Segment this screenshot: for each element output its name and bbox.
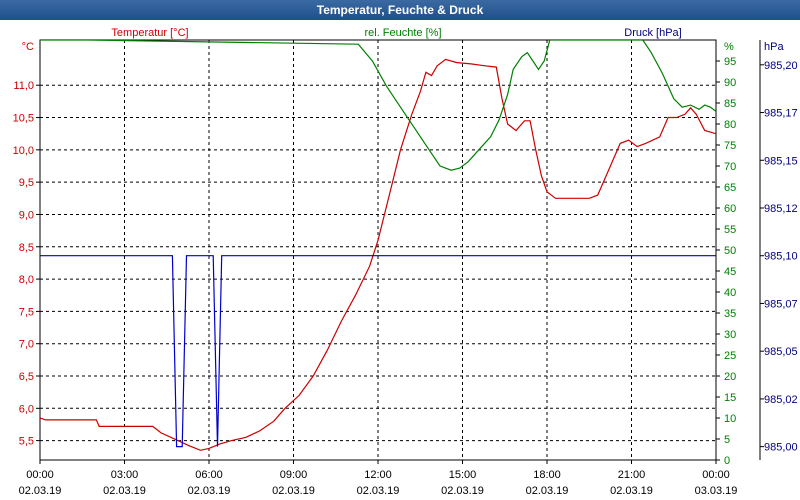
y-tick-label-temperature: 5,5 (19, 436, 34, 448)
y-tick-label-humidity: 70 (724, 161, 736, 173)
x-tick-label: 21:00 (618, 469, 646, 481)
y-tick-label-temperature: 11,0 (13, 80, 34, 92)
y-tick-label-humidity: 95 (724, 56, 736, 68)
x-tick-label: 15:00 (449, 469, 477, 481)
y-tick-label-temperature: 10,0 (13, 145, 34, 157)
y-tick-label-humidity: 25 (724, 350, 736, 362)
y-tick-label-humidity: 65 (724, 182, 736, 194)
axis-title-temperature: Temperatur [°C] (111, 27, 188, 39)
y-tick-label-pressure: 985,17 (764, 108, 798, 120)
y-tick-label-humidity: 50 (724, 245, 736, 257)
y-tick-label-humidity: 85 (724, 98, 736, 110)
y-tick-label-pressure: 985,20 (764, 60, 798, 72)
x-tick-date: 02.03.19 (441, 485, 484, 497)
y-tick-label-humidity: 5 (724, 434, 730, 446)
y-tick-label-pressure: 985,00 (764, 442, 798, 454)
y-tick-label-pressure: 985,02 (764, 394, 798, 406)
axes (36, 39, 764, 464)
y-tick-label-humidity: 45 (724, 266, 736, 278)
axis-title-pressure: Druck [hPa] (624, 27, 681, 39)
y-tick-label-humidity: 75 (724, 140, 736, 152)
x-tick-date: 02.03.19 (103, 485, 146, 497)
y-tick-label-temperature: 6,0 (19, 403, 34, 415)
y-tick-label-humidity: 90 (724, 77, 736, 89)
y-unit-temperature: °C (22, 41, 34, 53)
x-tick-date: 02.03.19 (610, 485, 653, 497)
window-title: Temperatur, Feuchte & Druck (0, 0, 800, 20)
y-tick-label-temperature: 10,5 (13, 113, 34, 125)
y-tick-label-temperature: 8,0 (19, 274, 34, 286)
x-tick-label: 06:00 (195, 469, 223, 481)
y-tick-label-temperature: 8,5 (19, 242, 34, 254)
series-line-pressure (40, 255, 716, 448)
y-tick-label-humidity: 80 (724, 119, 736, 131)
axis-title-humidity: rel. Feuchte [%] (364, 27, 441, 39)
y-tick-label-pressure: 985,15 (764, 155, 798, 167)
x-tick-label: 12:00 (364, 469, 392, 481)
y-tick-label-temperature: 6,5 (19, 371, 34, 383)
y-tick-label-humidity: 30 (724, 329, 736, 341)
chart-background (0, 20, 800, 500)
y-tick-label-humidity: 55 (724, 224, 736, 236)
y-unit-humidity: % (724, 41, 734, 53)
x-tick-date: 02.03.19 (19, 485, 62, 497)
series-line-humidity (40, 40, 716, 171)
y-unit-pressure: hPa (764, 41, 784, 53)
x-tick-label: 00:00 (26, 469, 54, 481)
y-tick-label-humidity: 60 (724, 203, 736, 215)
y-tick-label-humidity: 10 (724, 413, 736, 425)
y-tick-label-humidity: 0 (724, 455, 730, 467)
line-chart: 00:00 02.03.19 03:00 02.03.19 06:00 02.03.19 0… (0, 20, 800, 500)
x-tick-label: 03:00 (111, 469, 139, 481)
y-tick-label-temperature: 9,5 (19, 177, 34, 189)
y-tick-label-pressure: 985,10 (764, 251, 798, 263)
x-tick-date: 02.03.19 (526, 485, 569, 497)
x-tick-label: 00:00 (702, 469, 730, 481)
y-tick-label-humidity: 15 (724, 392, 736, 404)
x-tick-label: 18:00 (533, 469, 561, 481)
x-tick-label: 09:00 (280, 469, 308, 481)
axis-labels: 00:00 02.03.19 03:00 02.03.19 06:00 02.03.19 0… (13, 27, 798, 497)
y-tick-label-humidity: 35 (724, 308, 736, 320)
y-tick-label-pressure: 985,05 (764, 346, 798, 358)
x-tick-date: 03.03.19 (695, 485, 738, 497)
y-tick-label-pressure: 985,12 (764, 203, 798, 215)
y-tick-label-temperature: 7,0 (19, 339, 34, 351)
x-tick-date: 02.03.19 (272, 485, 315, 497)
y-tick-label-temperature: 7,5 (19, 306, 34, 318)
series-lines (40, 40, 716, 451)
grid-lines (40, 40, 716, 460)
y-tick-label-temperature: 9,0 (19, 209, 34, 221)
y-tick-label-humidity: 40 (724, 287, 736, 299)
x-tick-date: 02.03.19 (357, 485, 400, 497)
series-line-temperature (40, 58, 716, 451)
y-tick-label-pressure: 985,07 (764, 298, 798, 310)
y-tick-label-humidity: 20 (724, 371, 736, 383)
x-tick-date: 02.03.19 (188, 485, 231, 497)
